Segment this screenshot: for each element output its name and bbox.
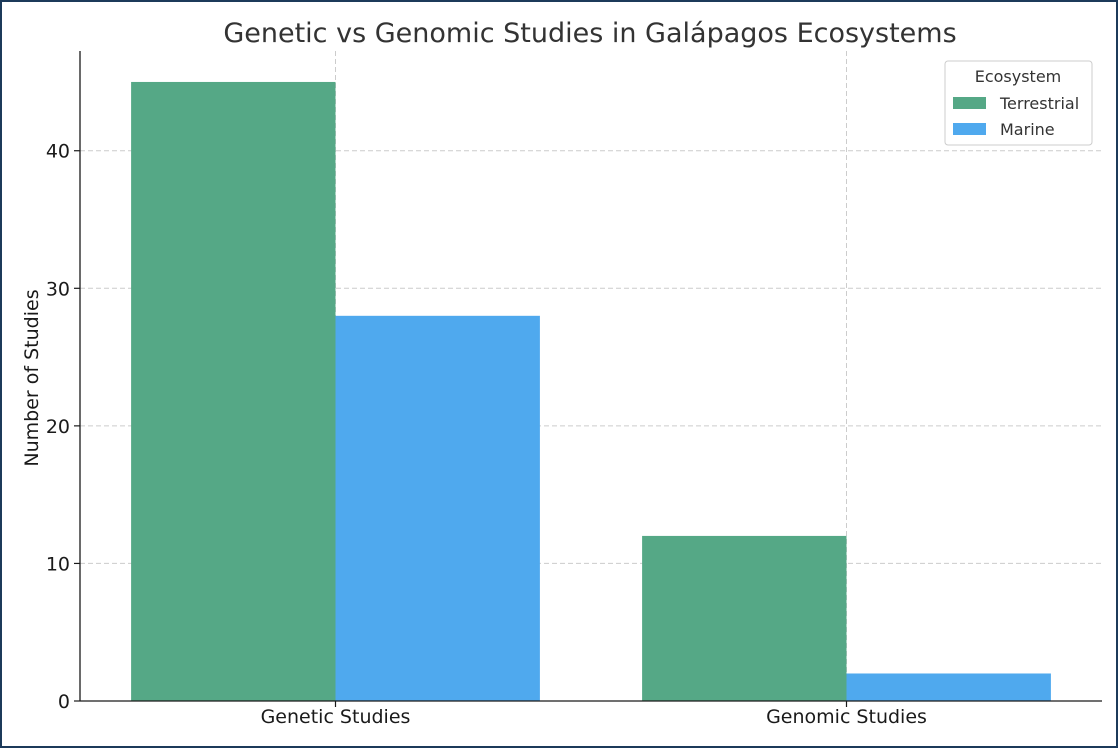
legend-label-marine: Marine — [1000, 120, 1055, 139]
legend-swatch-terrestrial — [953, 97, 986, 109]
legend-swatch-marine — [953, 123, 986, 135]
bar-terrestrial-2 — [642, 535, 847, 701]
bars-layer — [131, 81, 1051, 701]
legend: Ecosystem Terrestrial Marine — [944, 60, 1093, 146]
x-tick-label: Genetic Studies — [261, 706, 411, 728]
bar-marine-1 — [335, 315, 540, 701]
legend-label-terrestrial: Terrestrial — [999, 94, 1079, 113]
legend-title: Ecosystem — [975, 67, 1062, 86]
bar-marine-2 — [846, 673, 1051, 701]
y-tick-label: 40 — [46, 141, 70, 163]
y-tick-label: 30 — [46, 278, 70, 300]
y-tick-label: 20 — [46, 416, 70, 438]
bar-terrestrial-1 — [131, 81, 336, 701]
x-tick-label: Genomic Studies — [766, 706, 927, 728]
chart-title: Genetic vs Genomic Studies in Galápagos … — [223, 18, 956, 49]
axes-layer: 0 10 20 30 40 Genetic Studies Genomic Studies — [46, 51, 1102, 728]
y-axis-label: Number of Studies — [21, 289, 43, 466]
y-tick-label: 10 — [46, 553, 70, 575]
y-tick-label: 0 — [58, 691, 70, 713]
